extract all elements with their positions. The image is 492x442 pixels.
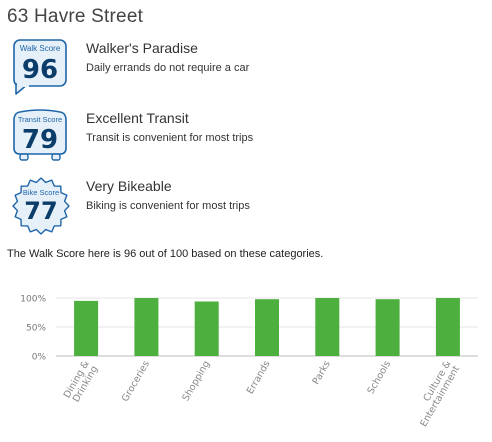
bike-score-value: 77 [24,197,57,225]
walk-score-description: Daily errands do not require a car [86,62,250,74]
bike-score-row: Bike Score 77 Very Bikeable Biking is co… [0,176,492,236]
transit-score-badge-icon: Transit Score 79 [13,109,67,161]
transit-score-value: 79 [22,125,58,155]
walk-score-badge-label: Walk Score [20,44,61,53]
category-bar-chart: 100% 50% 0% Dining &Drinking Groceries Shoppi… [20,295,478,429]
transit-score-title: Excellent Transit [86,110,189,126]
walk-score-summary: The Walk Score here is 96 out of 100 bas… [7,248,324,260]
bike-score-badge-icon: Bike Score 77 [12,177,70,235]
page-title: 63 Havre Street [7,6,144,27]
walk-score-title: Walker's Paradise [86,40,198,56]
walk-score-value: 96 [22,55,58,85]
bar [134,298,159,356]
x-tick-label: Groceries [120,359,152,404]
bike-score-description: Biking is convenient for most trips [86,200,250,212]
bike-score-badge-label: Bike Score [23,188,59,197]
transit-score-description: Transit is convenient for most trips [86,132,254,144]
bar [194,301,219,356]
y-tick-label: 0% [32,353,47,363]
bike-score-title: Very Bikeable [86,178,172,194]
transit-score-row: Transit Score 79 Excellent Transit Trans… [0,108,492,168]
x-tick-label: Dining &Drinking [62,359,101,406]
y-tick-label: 100% [20,295,46,305]
bar [315,298,340,356]
y-tick-label: 50% [26,324,46,334]
walk-score-badge-icon: Walk Score 96 [13,39,67,95]
x-tick-label: Shopping [180,359,212,403]
bar [255,299,279,356]
x-tick-label: Schools [365,359,393,396]
x-tick-label: Errands [245,359,273,396]
bar [375,299,400,356]
transit-score-badge-label: Transit Score [18,115,62,124]
walk-score-row: Walk Score 96 Walker's Paradise Daily er… [0,38,492,98]
bar [435,298,460,356]
x-tick-label: Parks [311,359,333,387]
bar [74,300,99,356]
x-tick-label: Culture &Entertainment [410,358,463,428]
